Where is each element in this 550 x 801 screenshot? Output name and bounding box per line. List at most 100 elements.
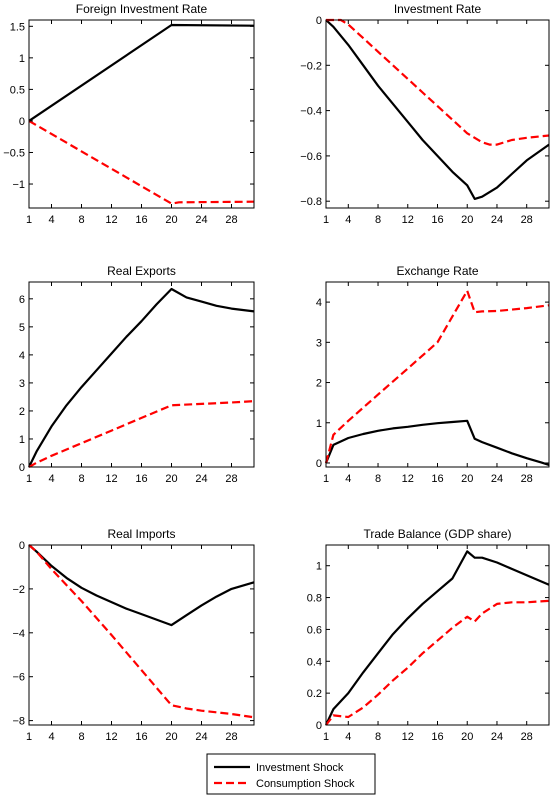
x-tick-label: 8 [78,473,84,485]
legend-label: Consumption Shock [256,778,355,790]
legend-label: Investment Shock [256,762,344,774]
x-tick-label: 1 [26,214,32,226]
consumption-shock-line [325,599,550,726]
x-tick-label: 8 [375,731,381,743]
x-tick-label: 16 [135,731,147,743]
y-tick-label: 1 [19,53,25,65]
x-tick-label: 12 [402,731,414,743]
y-tick-label: 1 [316,418,322,430]
y-tick-label: 0.5 [10,84,25,96]
y-tick-label: 3 [316,337,322,349]
x-tick-label: 1 [323,731,329,743]
x-tick-label: 12 [105,214,117,226]
x-tick-label: 20 [165,473,177,485]
consumption-shock-line [28,119,255,205]
y-tick-label: 1 [316,561,322,573]
y-tick-label: 0.8 [307,593,322,605]
panel-title: Trade Balance (GDP share) [363,527,511,541]
axes-frame [28,281,255,468]
panel-title: Real Exports [107,264,176,278]
x-tick-label: 12 [402,214,414,226]
y-tick-label: −4 [12,628,25,640]
y-tick-label: 0 [19,540,25,552]
panel-title: Exchange Rate [396,264,478,278]
x-tick-label: 12 [402,473,414,485]
y-tick-label: −2 [12,584,25,596]
x-tick-label: 24 [195,214,207,226]
panel-title: Real Imports [107,527,175,541]
x-tick-label: 28 [521,473,533,485]
x-tick-label: 4 [345,731,351,743]
x-tick-label: 28 [225,214,237,226]
y-tick-label: 2 [316,378,322,390]
x-tick-label: 1 [26,473,32,485]
consumption-shock-line [324,289,550,464]
y-tick-label: 5 [19,322,25,334]
x-tick-label: 4 [48,214,54,226]
y-tick-label: −8 [12,716,25,728]
x-tick-label: 1 [323,214,329,226]
y-tick-label: 4 [19,350,25,362]
axes-frame [28,19,255,209]
x-tick-label: 4 [48,731,54,743]
x-tick-label: 8 [78,214,84,226]
y-tick-label: 0 [19,462,25,474]
x-tick-label: 8 [78,731,84,743]
y-tick-label: −0.6 [300,151,322,163]
panel-title: Investment Rate [394,2,482,16]
x-tick-label: 4 [345,473,351,485]
consumption-shock-line [326,18,550,146]
y-tick-label: 1 [19,434,25,446]
x-tick-label: 1 [323,473,329,485]
y-tick-label: 0.6 [307,624,322,636]
y-tick-label: 0 [19,116,25,128]
x-tick-label: 16 [431,731,443,743]
y-tick-label: −0.5 [3,147,25,159]
x-tick-label: 20 [165,731,177,743]
x-tick-label: 28 [521,731,533,743]
y-tick-label: 6 [19,294,25,306]
investment-shock-line [28,23,255,122]
axes-frame [325,19,550,209]
axes-frame [325,544,550,726]
x-tick-label: 12 [105,731,117,743]
y-tick-label: 0 [316,458,322,470]
y-tick-label: 0.4 [307,656,322,668]
x-tick-label: 24 [195,473,207,485]
chart-panel: Foreign Investment Rate 1 4 8 12 16 20 24 28 −1 −0… [3,2,255,226]
investment-shock-line [325,19,550,200]
legend: Investment Shock Consumption Shock [206,753,376,795]
x-tick-label: 20 [165,214,177,226]
y-tick-label: 1.5 [10,21,25,33]
axes-frame [28,544,255,726]
y-tick-label: 0 [316,15,322,27]
x-tick-label: 20 [461,214,473,226]
x-tick-label: 12 [105,473,117,485]
x-tick-label: 20 [461,731,473,743]
y-tick-label: 0.2 [307,688,322,700]
x-tick-label: 16 [135,473,147,485]
x-tick-label: 24 [195,731,207,743]
chart-panel: Investment Rate 1 4 8 12 16 20 24 28 −0.8 −0.6 −0.4… [300,2,550,226]
x-tick-label: 20 [461,473,473,485]
y-tick-label: −1 [12,179,25,191]
investment-shock-line [325,550,550,726]
x-tick-label: 16 [431,214,443,226]
legend-box [206,753,376,795]
panel-title: Foreign Investment Rate [76,2,208,16]
y-tick-label: −0.4 [300,106,322,118]
x-tick-label: 16 [135,214,147,226]
chart-panel: Trade Balance (GDP share) 1 4 8 12 16 20 24 28 0 0… [307,527,550,743]
x-tick-label: 24 [491,731,503,743]
investment-shock-line [28,287,255,468]
y-tick-label: 4 [316,297,322,309]
x-tick-label: 16 [431,473,443,485]
y-tick-label: −0.2 [300,60,322,72]
x-tick-label: 28 [225,731,237,743]
y-tick-label: 3 [19,378,25,390]
x-tick-label: 8 [375,214,381,226]
y-tick-label: −6 [12,672,25,684]
x-tick-label: 28 [225,473,237,485]
